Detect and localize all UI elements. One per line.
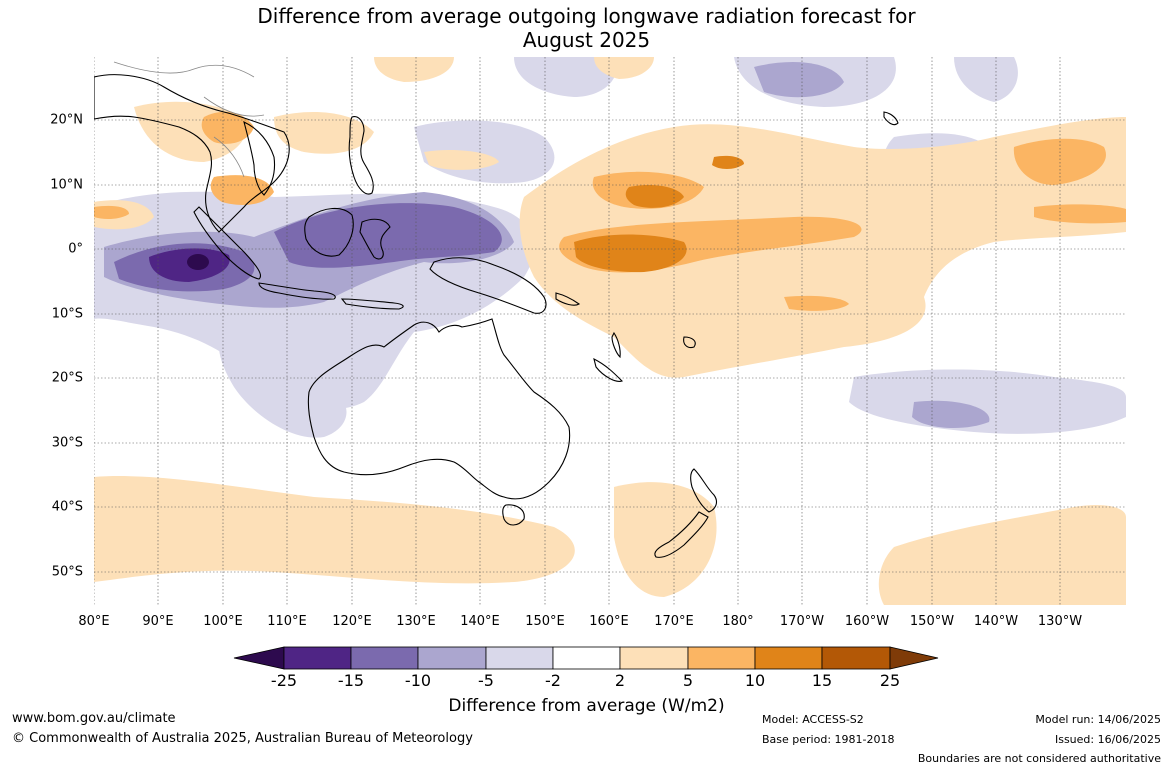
tasmania-outline <box>502 504 525 526</box>
lon-label: 110°E <box>267 614 307 629</box>
borneo-outline <box>304 207 354 257</box>
colorbar-segment <box>552 646 621 670</box>
hawaii <box>883 111 899 126</box>
vanuatu <box>611 331 621 359</box>
anomaly-dark-orange <box>574 155 744 273</box>
map-title: Difference from average outgoing longwav… <box>0 4 1173 52</box>
colorbar-label: 25 <box>879 671 901 690</box>
vietnam-coast <box>243 121 276 196</box>
lon-label: 170°W <box>779 614 825 629</box>
boundaries-disclaimer: Boundaries are not considered authoritat… <box>917 752 1161 765</box>
colorbar-segment <box>619 646 689 670</box>
lon-label: 150°W <box>909 614 955 629</box>
colorbar-segment <box>350 646 419 670</box>
issued-date: Issued: 16/06/2025 <box>1054 733 1161 746</box>
lat-label: 30°S <box>51 435 83 451</box>
lon-label: 170°E <box>654 614 694 629</box>
lat-label: 20°S <box>51 370 83 386</box>
colorbar-label: -5 <box>478 671 494 690</box>
lat-label: 20°N <box>50 112 83 128</box>
lat-label: 40°S <box>51 499 83 515</box>
fiji <box>683 336 696 349</box>
lon-label: 140°W <box>973 614 1019 629</box>
new-zealand-north-island <box>690 468 718 513</box>
lon-label: 90°E <box>142 614 174 629</box>
australia-outline <box>307 318 571 500</box>
lon-label: 160°E <box>589 614 629 629</box>
colorbar-label: 2 <box>614 671 626 690</box>
colorbar-segment <box>754 646 823 670</box>
lon-label: 150°E <box>525 614 565 629</box>
colorbar-label: -10 <box>404 671 432 690</box>
lon-label: 180° <box>722 614 754 629</box>
colorbar <box>233 646 939 670</box>
solomon-islands <box>555 292 581 306</box>
colorbar-label: -2 <box>545 671 561 690</box>
lon-label: 130°W <box>1037 614 1083 629</box>
mainland-asia-outline <box>94 74 290 233</box>
lon-label: 80°E <box>78 614 110 629</box>
new-caledonia <box>593 357 624 382</box>
lat-label: 50°S <box>51 564 83 580</box>
map-svg <box>94 57 1126 605</box>
sumatra-outline <box>193 206 262 280</box>
java-outline <box>258 282 336 300</box>
colorbar-label: -15 <box>337 671 365 690</box>
lon-label: 100°E <box>203 614 243 629</box>
anomaly-extreme-purple <box>187 254 209 270</box>
colorbar-segment <box>283 646 352 670</box>
colorbar-label: -25 <box>270 671 298 690</box>
model-name: Model: ACCESS-S2 <box>762 713 864 726</box>
lon-label: 130°E <box>396 614 436 629</box>
lat-label: 10°N <box>50 177 83 193</box>
lon-label: 120°E <box>332 614 372 629</box>
coastlines <box>94 74 899 558</box>
title-line-1: Difference from average outgoing longwav… <box>257 4 916 28</box>
lesser-sunda-outline <box>340 298 404 310</box>
lon-label: 140°E <box>460 614 500 629</box>
sulawesi-outline <box>359 218 391 260</box>
colorbar-label: 10 <box>744 671 766 690</box>
new-guinea-outline <box>429 257 547 314</box>
new-zealand-south-island <box>654 511 709 558</box>
lat-label: 10°S <box>51 306 83 322</box>
website-link[interactable]: www.bom.gov.au/climate <box>12 711 176 726</box>
colorbar-title: Difference from average (W/m2) <box>448 696 725 716</box>
colorbar-segment <box>417 646 487 670</box>
olr-anomaly-map <box>94 57 1126 605</box>
philippines-outline <box>348 116 374 195</box>
graticule <box>94 57 1126 605</box>
lat-label: 0° <box>68 241 83 257</box>
colorbar-segment <box>821 646 891 670</box>
colorbar-label: 15 <box>811 671 833 690</box>
colorbar-min-arrow <box>233 646 285 670</box>
lon-label: 160°W <box>844 614 890 629</box>
title-line-2: August 2025 <box>522 28 651 52</box>
colorbar-label: 5 <box>682 671 694 690</box>
model-run-date: Model run: 14/06/2025 <box>1035 713 1161 726</box>
colorbar-segment <box>485 646 554 670</box>
base-period: Base period: 1981-2018 <box>762 733 895 746</box>
colorbar-segment <box>687 646 756 670</box>
country-borders <box>113 61 265 178</box>
colorbar-max-arrow <box>889 646 939 670</box>
copyright-text: © Commonwealth of Australia 2025, Austra… <box>12 731 473 746</box>
